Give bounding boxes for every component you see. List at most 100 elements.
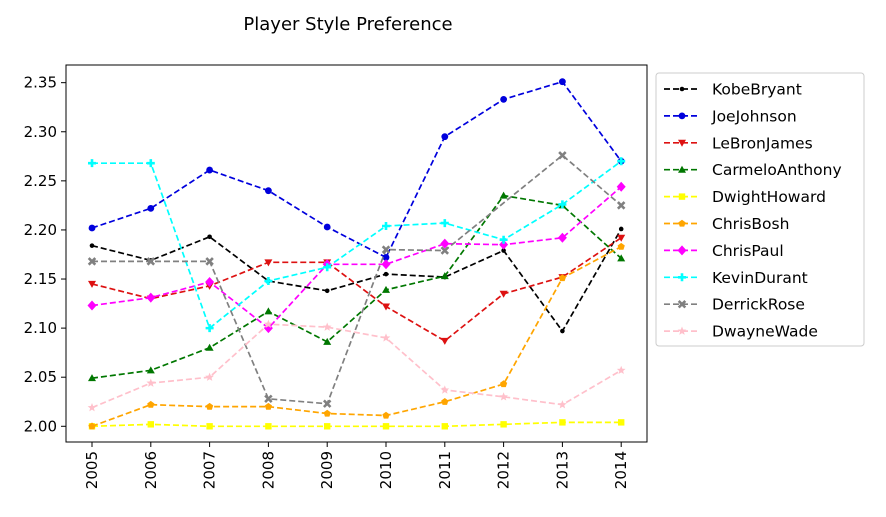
legend-item: ChrisPaul bbox=[664, 242, 784, 260]
y-tick-label: 2.15 bbox=[24, 270, 57, 288]
legend-marker bbox=[678, 165, 686, 173]
x-tick-label: 2007 bbox=[201, 451, 219, 489]
data-point bbox=[441, 133, 449, 141]
data-point bbox=[87, 257, 97, 266]
data-point bbox=[264, 319, 273, 328]
data-point bbox=[147, 204, 155, 212]
data-point bbox=[324, 423, 331, 430]
x-tick-label: 2010 bbox=[377, 451, 395, 489]
x-tick-label: 2012 bbox=[495, 451, 513, 489]
data-point bbox=[264, 259, 273, 267]
data-point bbox=[558, 151, 567, 160]
series-kevindurant bbox=[88, 157, 626, 333]
data-point bbox=[146, 159, 155, 168]
data-point bbox=[264, 402, 273, 410]
legend-marker bbox=[677, 245, 687, 256]
legend-item: DwayneWade bbox=[664, 323, 818, 341]
data-point bbox=[382, 423, 390, 430]
data-point bbox=[616, 365, 626, 375]
series-layer bbox=[87, 78, 626, 430]
data-point bbox=[440, 337, 449, 345]
data-point bbox=[89, 243, 95, 248]
data-point bbox=[440, 238, 450, 249]
y-tick-label: 2.00 bbox=[24, 417, 57, 435]
data-point bbox=[206, 166, 214, 174]
data-point bbox=[88, 159, 96, 168]
legend: KobeBryant JoeJohnson LeBronJames CarmeloAn… bbox=[655, 72, 865, 347]
data-point bbox=[440, 385, 450, 394]
data-point bbox=[617, 242, 625, 250]
data-point bbox=[499, 191, 508, 199]
legend-label: JoeJohnson bbox=[711, 107, 797, 125]
y-tick-label: 2.10 bbox=[24, 319, 57, 337]
data-point bbox=[501, 248, 506, 253]
data-point bbox=[146, 378, 156, 387]
data-point bbox=[440, 219, 449, 228]
data-point bbox=[323, 263, 332, 272]
data-point bbox=[558, 400, 567, 409]
legend-marker bbox=[678, 112, 686, 120]
data-point bbox=[324, 288, 330, 294]
data-point bbox=[322, 322, 332, 331]
data-point bbox=[440, 272, 449, 280]
chart-title: Player Style Preference bbox=[243, 14, 452, 35]
data-point bbox=[322, 399, 332, 408]
data-point bbox=[560, 328, 565, 334]
data-point bbox=[381, 245, 391, 254]
data-point bbox=[499, 239, 509, 250]
y-tick-label: 2.20 bbox=[24, 221, 57, 239]
data-point bbox=[617, 254, 626, 262]
legend-box bbox=[655, 72, 865, 347]
data-point bbox=[205, 372, 214, 381]
data-point bbox=[207, 234, 212, 240]
legend-label: ChrisPaul bbox=[712, 242, 784, 260]
data-point bbox=[618, 419, 625, 426]
x-axis: 2005 2006 2007 2008 2009 2010 2011 2012 2013 2014 bbox=[83, 442, 630, 489]
data-point bbox=[618, 226, 624, 232]
y-axis: 2.00 2.05 2.10 2.15 2.20 2.25 2.30 2.35 bbox=[24, 74, 66, 435]
legend-item: KevinDurant bbox=[664, 269, 808, 287]
series-line bbox=[91, 228, 622, 333]
series-line bbox=[91, 237, 622, 342]
series-joejohnson bbox=[88, 78, 625, 261]
data-point bbox=[559, 78, 566, 86]
legend-label: KevinDurant bbox=[712, 269, 808, 287]
data-point bbox=[205, 343, 214, 351]
data-point bbox=[264, 307, 273, 315]
data-point bbox=[499, 290, 508, 298]
legend-item: CarmeloAnthony bbox=[664, 161, 842, 179]
x-tick-label: 2013 bbox=[553, 451, 571, 489]
series-line bbox=[91, 421, 622, 428]
legend-marker bbox=[678, 219, 686, 227]
data-point bbox=[499, 392, 508, 401]
legend-item: DerrickRose bbox=[664, 296, 805, 314]
y-tick-label: 2.35 bbox=[24, 74, 57, 92]
legend-item: ChrisBosh bbox=[664, 215, 789, 233]
data-point bbox=[381, 259, 391, 270]
data-point bbox=[616, 181, 626, 192]
legend-label: KobeBryant bbox=[712, 81, 802, 99]
data-point bbox=[88, 422, 96, 430]
data-point bbox=[205, 276, 215, 287]
x-tick-label: 2011 bbox=[436, 451, 454, 489]
legend-marker bbox=[677, 299, 687, 309]
data-point bbox=[323, 337, 332, 345]
data-point bbox=[440, 246, 450, 255]
legend-item: LeBronJames bbox=[664, 134, 813, 152]
series-line bbox=[92, 154, 622, 405]
y-tick-label: 2.05 bbox=[24, 368, 57, 386]
series-dwaynewade bbox=[87, 319, 626, 412]
data-point bbox=[206, 423, 213, 430]
series-line bbox=[91, 186, 622, 330]
legend-label: DerrickRose bbox=[712, 296, 805, 314]
legend-label: ChrisBosh bbox=[712, 215, 789, 233]
data-point bbox=[88, 374, 96, 382]
y-tick-label: 2.25 bbox=[24, 172, 57, 190]
legend-marker bbox=[678, 139, 686, 147]
legend-item: JoeJohnson bbox=[664, 107, 797, 125]
data-point bbox=[382, 254, 390, 261]
plot-frame bbox=[65, 64, 648, 443]
data-point bbox=[146, 257, 156, 266]
legend-marker bbox=[678, 193, 686, 200]
